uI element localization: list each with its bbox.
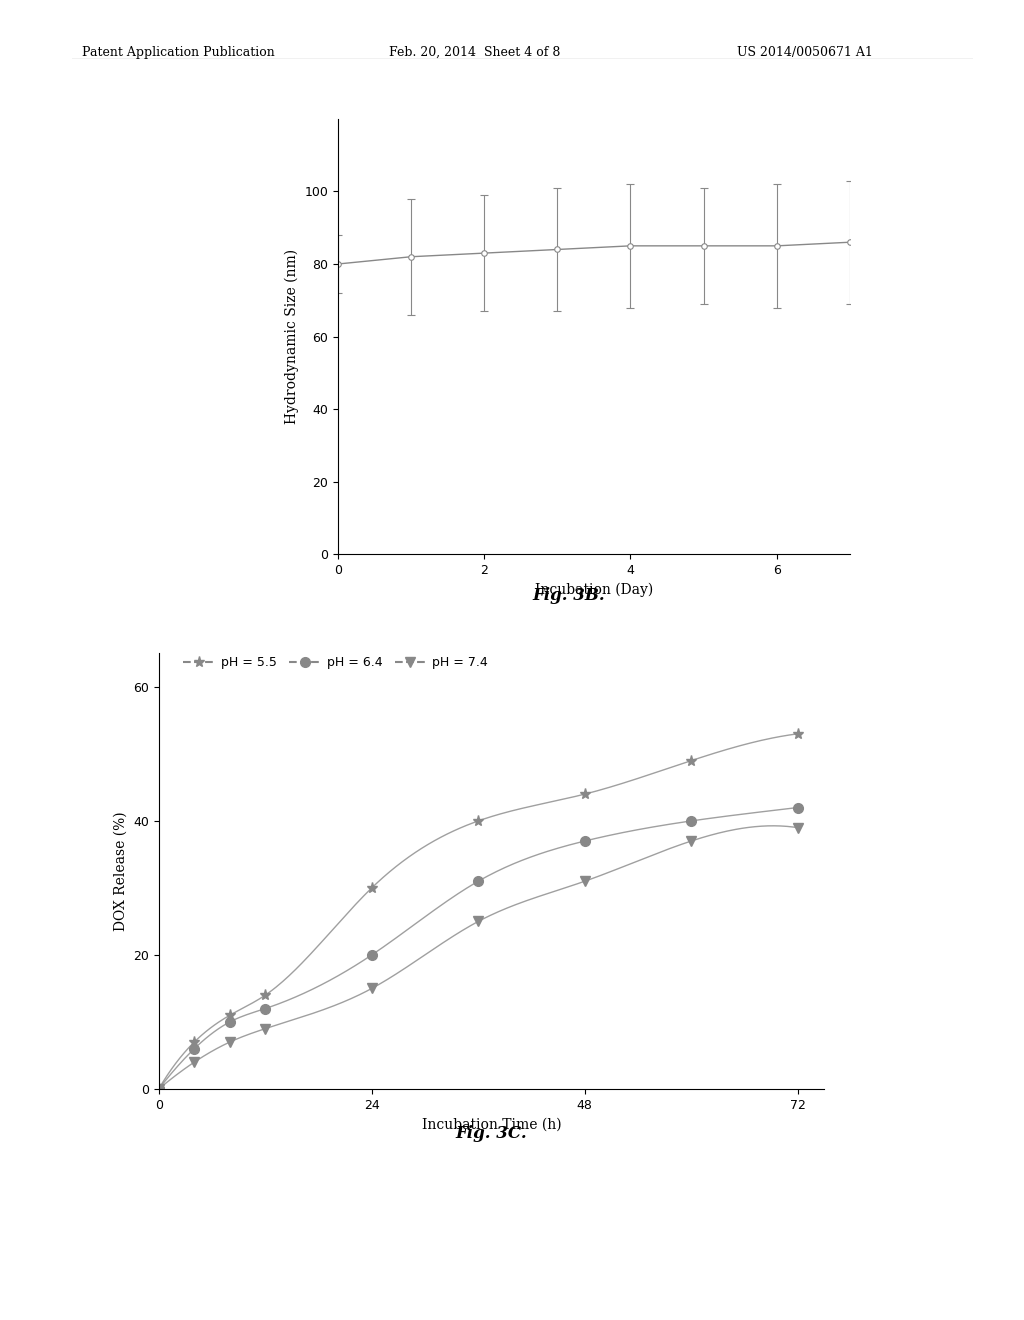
pH = 6.4	[472, 874, 484, 890]
pH = 5.5	[153, 1081, 165, 1097]
pH = 7.4	[792, 820, 804, 836]
Text: Fig. 3B.: Fig. 3B.	[532, 587, 604, 605]
X-axis label: Incubation Time (h): Incubation Time (h)	[422, 1117, 561, 1131]
pH = 5.5	[579, 787, 591, 803]
pH = 5.5	[259, 987, 271, 1003]
Line: pH = 7.4: pH = 7.4	[154, 822, 803, 1094]
Text: Feb. 20, 2014  Sheet 4 of 8: Feb. 20, 2014 Sheet 4 of 8	[389, 46, 560, 59]
X-axis label: Incubation (Day): Incubation (Day)	[535, 582, 653, 597]
Text: US 2014/0050671 A1: US 2014/0050671 A1	[737, 46, 873, 59]
pH = 7.4	[188, 1055, 201, 1071]
pH = 7.4	[223, 1034, 236, 1049]
pH = 7.4	[472, 913, 484, 929]
pH = 7.4	[259, 1020, 271, 1036]
pH = 7.4	[685, 833, 697, 849]
pH = 6.4	[188, 1041, 201, 1057]
pH = 6.4	[792, 800, 804, 816]
pH = 7.4	[153, 1081, 165, 1097]
pH = 6.4	[223, 1014, 236, 1030]
Y-axis label: DOX Release (%): DOX Release (%)	[114, 812, 128, 931]
pH = 5.5	[472, 813, 484, 829]
Line: pH = 5.5: pH = 5.5	[154, 729, 803, 1094]
pH = 7.4	[579, 874, 591, 890]
Text: Patent Application Publication: Patent Application Publication	[82, 46, 274, 59]
pH = 5.5	[188, 1034, 201, 1049]
pH = 5.5	[792, 726, 804, 742]
pH = 6.4	[579, 833, 591, 849]
pH = 6.4	[153, 1081, 165, 1097]
pH = 6.4	[259, 1001, 271, 1016]
pH = 5.5	[223, 1007, 236, 1023]
Y-axis label: Hydrodynamic Size (nm): Hydrodynamic Size (nm)	[285, 249, 299, 424]
Legend: pH = 5.5, pH = 6.4, pH = 7.4: pH = 5.5, pH = 6.4, pH = 7.4	[178, 651, 493, 675]
Text: Fig. 3C.: Fig. 3C.	[456, 1125, 527, 1142]
pH = 6.4	[366, 946, 378, 962]
pH = 6.4	[685, 813, 697, 829]
pH = 5.5	[366, 880, 378, 896]
pH = 5.5	[685, 752, 697, 768]
Line: pH = 6.4: pH = 6.4	[154, 803, 803, 1094]
pH = 7.4	[366, 981, 378, 997]
